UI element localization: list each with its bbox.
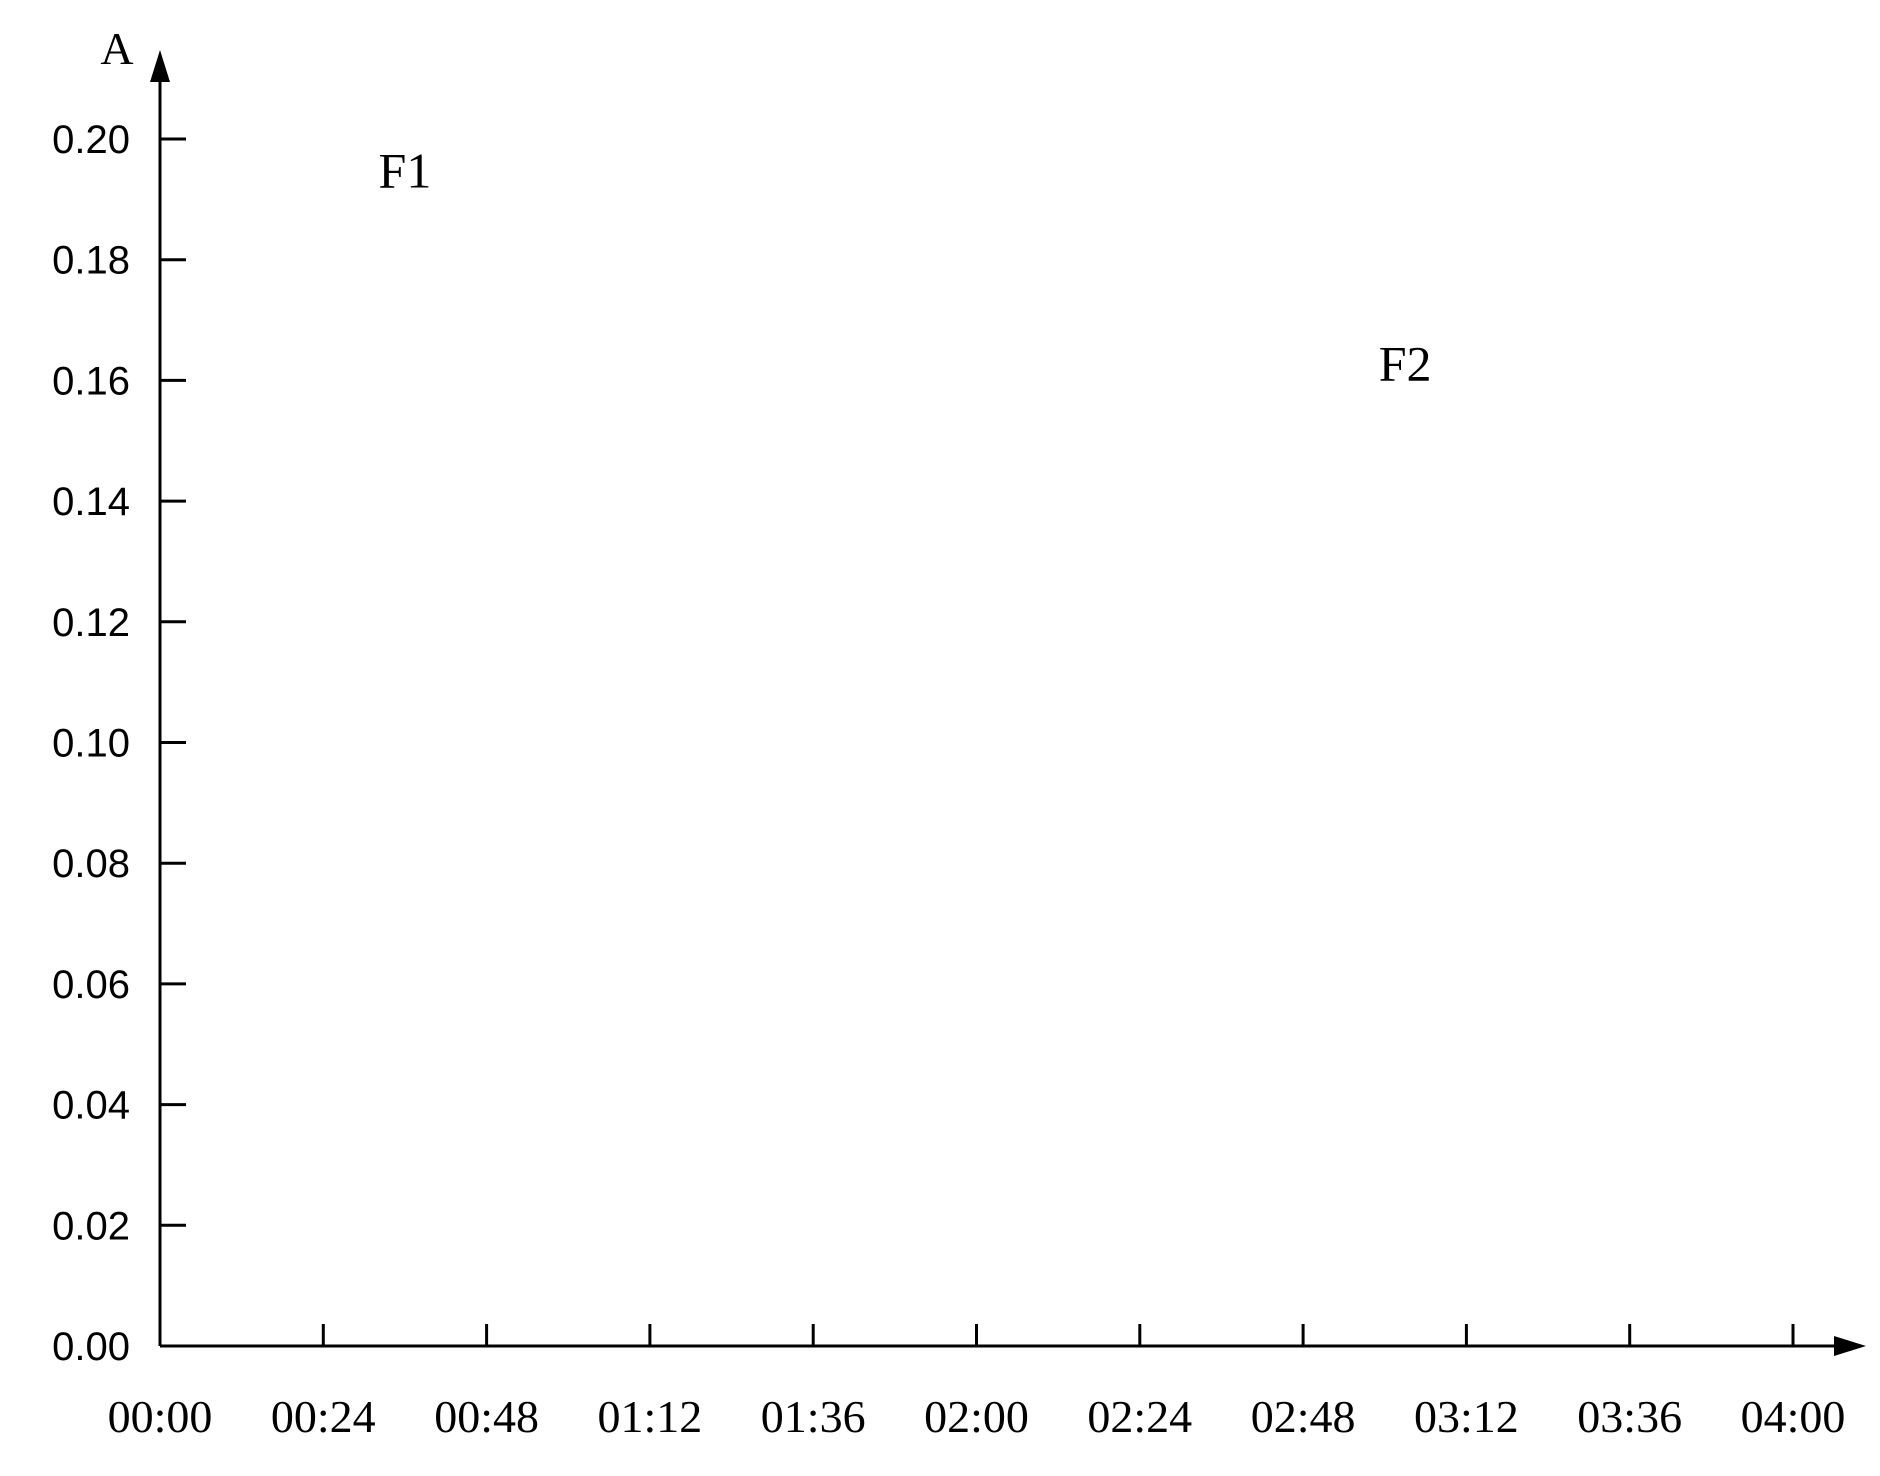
x-tick-label: 03:12 bbox=[1414, 1391, 1519, 1442]
x-tick-label: 01:12 bbox=[598, 1391, 703, 1442]
y-tick-label: 0.14 bbox=[52, 480, 130, 524]
y-tick-label: 0.02 bbox=[52, 1204, 130, 1248]
x-axis-arrow bbox=[1834, 1336, 1866, 1356]
axes: A bbox=[100, 23, 1866, 1356]
x-tick-label: 02:00 bbox=[924, 1391, 1029, 1442]
y-tick-label: 0.04 bbox=[52, 1084, 130, 1128]
annotations: F1 F2 bbox=[379, 142, 1432, 391]
y-tick-label: 0.00 bbox=[52, 1325, 130, 1369]
x-tick-label: 02:24 bbox=[1087, 1391, 1192, 1442]
peak-label-f1: F1 bbox=[379, 142, 432, 198]
x-ticks: 00:00 00:24 00:48 01:12 01:36 02:00 02:24 02:48… bbox=[108, 1324, 1846, 1442]
x-tick-label: 03:36 bbox=[1577, 1391, 1682, 1442]
y-tick-label: 0.10 bbox=[52, 722, 130, 766]
y-tick-label: 0.16 bbox=[52, 359, 130, 403]
peak-label-f2: F2 bbox=[1379, 335, 1432, 391]
y-axis-title: A bbox=[100, 23, 133, 74]
y-ticks: 0.00 0.02 0.04 0.06 0.08 0.10 0.12 0.14 0.16 0.18… bbox=[52, 118, 186, 1369]
x-tick-label: 04:00 bbox=[1741, 1391, 1846, 1442]
x-tick-label: 00:00 bbox=[108, 1391, 213, 1442]
x-tick-label: 00:48 bbox=[434, 1391, 539, 1442]
y-tick-label: 0.08 bbox=[52, 842, 130, 886]
x-tick-label: 01:36 bbox=[761, 1391, 866, 1442]
y-tick-label: 0.18 bbox=[52, 239, 130, 283]
y-tick-label: 0.20 bbox=[52, 118, 130, 162]
x-tick-label: 00:24 bbox=[271, 1391, 376, 1442]
y-tick-label: 0.12 bbox=[52, 601, 130, 645]
x-tick-label: 02:48 bbox=[1251, 1391, 1356, 1442]
y-tick-label: 0.06 bbox=[52, 963, 130, 1007]
y-axis-arrow bbox=[150, 50, 170, 82]
